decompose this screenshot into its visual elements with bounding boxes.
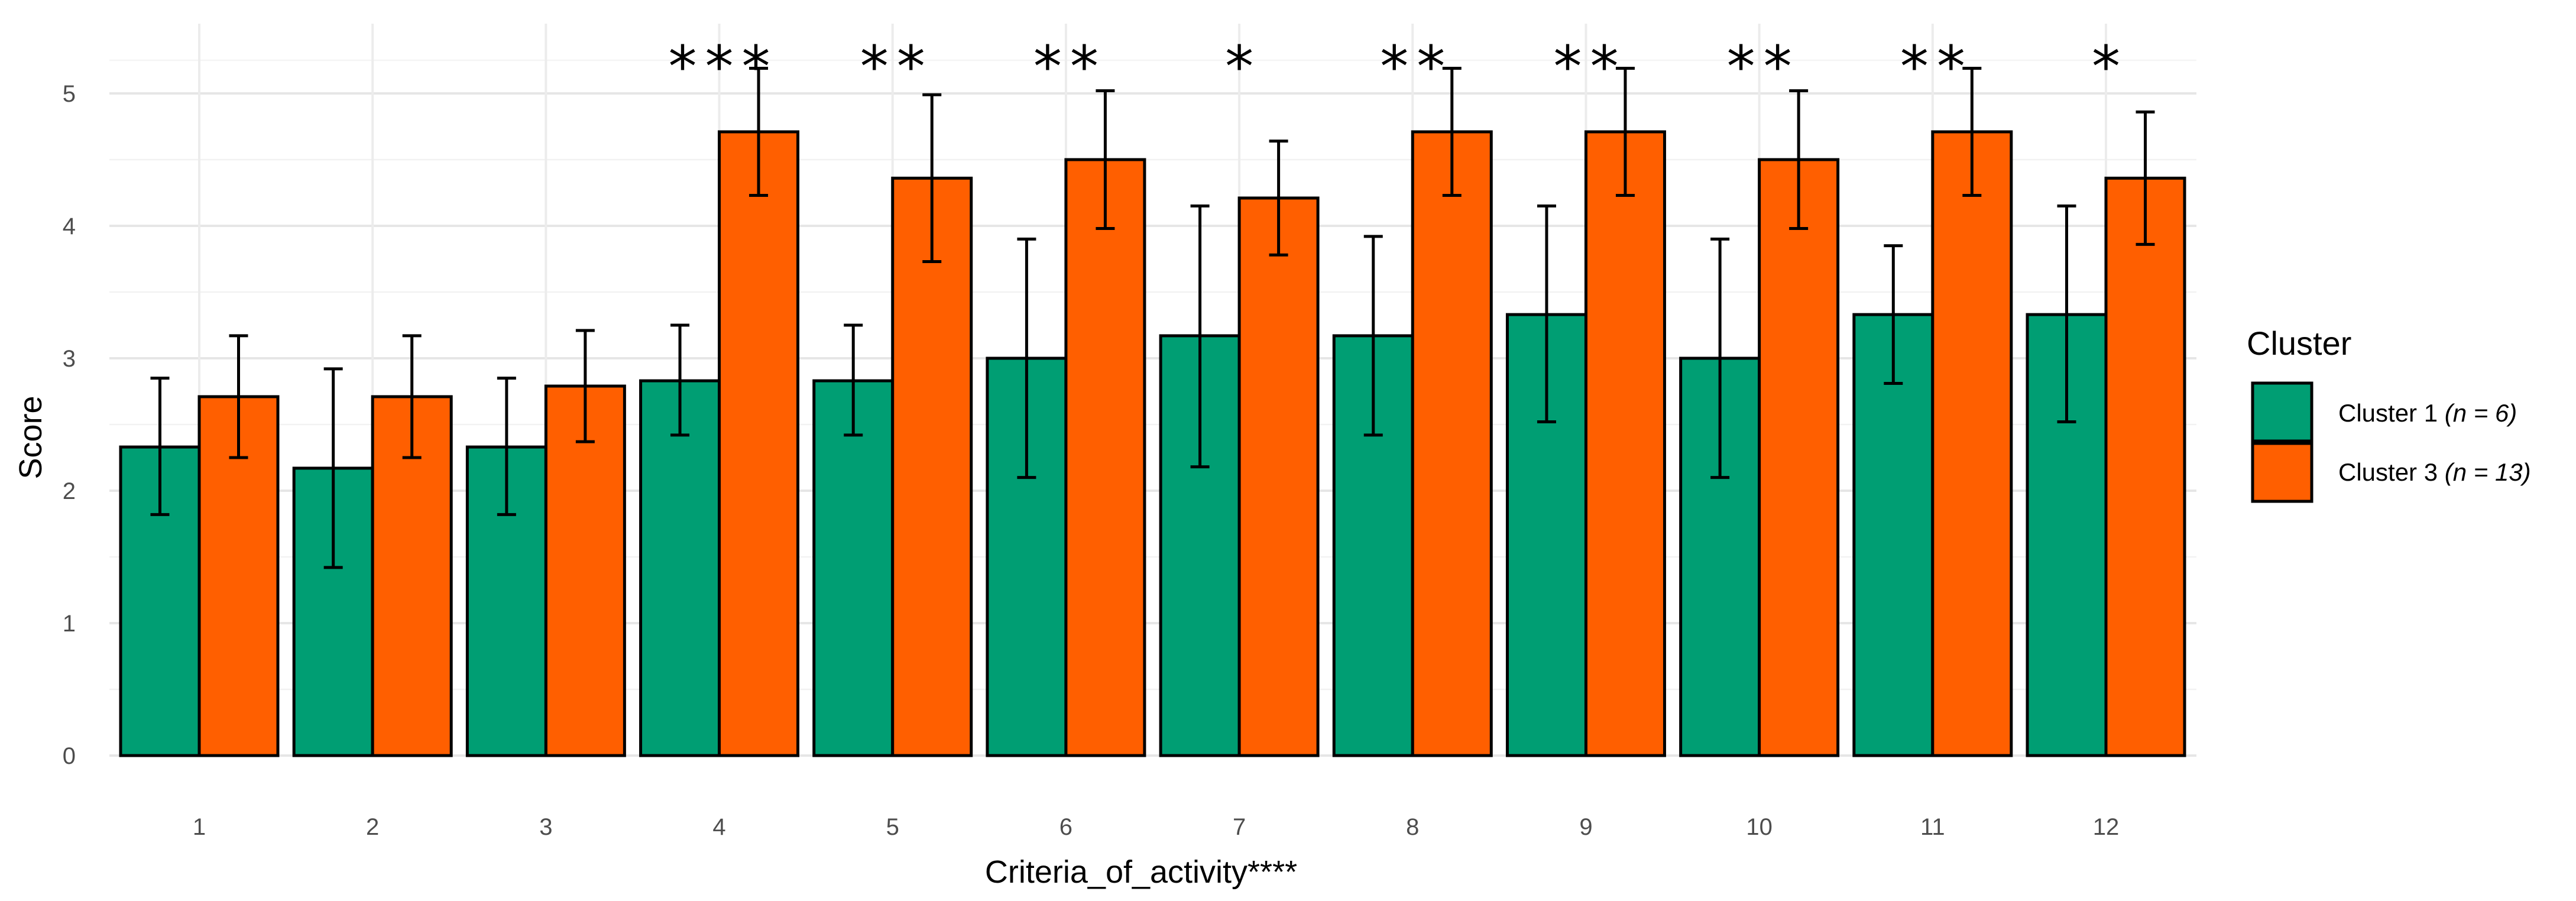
- x-tick-label: 5: [886, 814, 899, 840]
- error-bar-cluster-1: [323, 367, 343, 569]
- legend: Cluster Cluster 1 (n = 6) Cluster 3 (n = …: [2247, 325, 2531, 503]
- error-bar-cluster-3: [1615, 66, 1635, 197]
- x-axis-title: Criteria_of_activity****: [985, 854, 1297, 890]
- error-bar-cluster-1: [1710, 237, 1730, 479]
- x-axis-ticks: 1 2 3 4 5 6 7 8 9 10 11 12: [193, 814, 2119, 840]
- significance-marker: **: [1727, 34, 1800, 100]
- bar-cluster-1: [1852, 313, 1935, 757]
- legend-key-cluster-3: [2251, 440, 2313, 503]
- error-bar-cluster-1: [2057, 204, 2076, 424]
- bar-cluster-1: [639, 379, 721, 757]
- bar-cluster-3: [1584, 130, 1666, 757]
- error-bar-cluster-3: [1442, 66, 1462, 197]
- error-bar-cluster-1: [1363, 235, 1383, 437]
- error-bar-cluster-3: [2136, 110, 2155, 246]
- error-bar-cluster-3: [1962, 66, 1982, 197]
- x-tick-label: 3: [539, 814, 552, 840]
- error-bar-cluster-3: [1269, 140, 1288, 257]
- bar-cluster-3: [891, 176, 973, 757]
- y-tick-label: 2: [63, 478, 76, 504]
- y-tick-label: 3: [63, 346, 76, 372]
- y-axis-title: Score: [13, 396, 48, 479]
- significance-marker: **: [860, 34, 934, 100]
- error-bar-cluster-1: [150, 377, 170, 516]
- error-bar-cluster-3: [229, 334, 248, 459]
- significance-marker: **: [1033, 34, 1107, 100]
- error-bar-cluster-3: [1096, 89, 1115, 230]
- x-tick-label: 1: [193, 814, 206, 840]
- error-bars: [150, 66, 2155, 569]
- bar-cluster-3: [1064, 158, 1146, 757]
- x-tick-label: 7: [1233, 814, 1246, 840]
- error-bar-cluster-1: [1190, 204, 1210, 469]
- error-bar-cluster-1: [844, 323, 863, 437]
- x-tick-label: 2: [366, 814, 379, 840]
- error-bar-cluster-3: [1789, 89, 1809, 230]
- y-tick-label: 1: [63, 611, 76, 637]
- x-tick-label: 9: [1579, 814, 1592, 840]
- significance-marker: ***: [669, 34, 779, 100]
- bar-cluster-3: [1411, 130, 1493, 757]
- significance-marker: **: [1900, 34, 1974, 100]
- significance-marker: **: [1553, 34, 1626, 100]
- x-tick-label: 6: [1059, 814, 1072, 840]
- error-bar-cluster-1: [1537, 204, 1556, 424]
- x-tick-label: 11: [1920, 814, 1945, 840]
- x-tick-label: 10: [1746, 814, 1773, 840]
- error-bar-cluster-3: [922, 93, 942, 263]
- y-axis-ticks: 0 1 2 3 4 5: [63, 81, 76, 769]
- error-bar-cluster-1: [1884, 244, 1903, 385]
- error-bar-cluster-3: [575, 329, 595, 443]
- bar-cluster-3: [1237, 196, 1320, 757]
- x-tick-label: 8: [1406, 814, 1419, 840]
- y-tick-label: 5: [63, 81, 76, 107]
- x-tick-label: 12: [2093, 814, 2120, 840]
- y-tick-label: 4: [63, 213, 76, 239]
- significance-markers: *** ** ** * ** ** ** ** *: [669, 34, 2128, 100]
- legend-key-cluster-1: [2251, 381, 2313, 444]
- bar-cluster-3: [718, 130, 800, 757]
- legend-label-cluster-1: Cluster 1 (n = 6): [2338, 399, 2517, 427]
- legend-title: Cluster: [2247, 325, 2351, 362]
- error-bar-cluster-1: [1017, 237, 1036, 479]
- error-bar-cluster-3: [402, 334, 422, 459]
- bar-cluster-3: [1931, 130, 2013, 757]
- significance-marker: *: [2092, 34, 2128, 100]
- bar-cluster-3: [2104, 176, 2186, 757]
- significance-marker: **: [1380, 34, 1453, 100]
- bar-cluster-3: [544, 384, 626, 757]
- x-tick-label: 4: [712, 814, 725, 840]
- error-bar-cluster-1: [497, 377, 516, 516]
- bar-cluster-1: [812, 379, 895, 757]
- significance-marker: *: [1225, 34, 1262, 100]
- error-bar-cluster-1: [670, 323, 690, 437]
- y-tick-label: 0: [63, 743, 76, 769]
- bar-cluster-3: [1758, 158, 1840, 757]
- error-bar-cluster-3: [749, 66, 769, 197]
- legend-label-cluster-3: Cluster 3 (n = 13): [2338, 458, 2531, 486]
